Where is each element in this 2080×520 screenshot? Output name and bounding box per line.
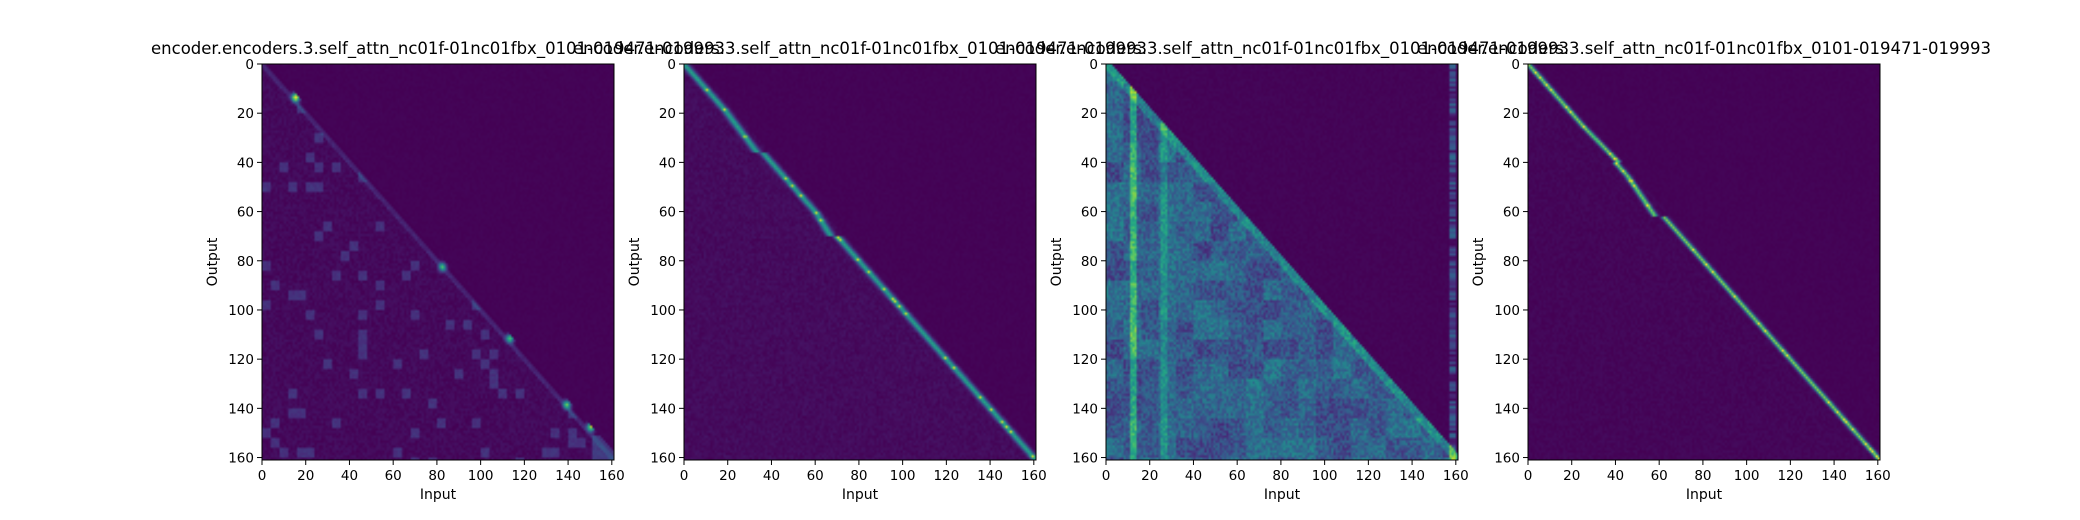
y-tick-label: 100 bbox=[228, 303, 254, 319]
y-tick-label: 80 bbox=[1503, 254, 1520, 270]
x-tick-label: 20 bbox=[297, 468, 314, 484]
panel-4: 0 20 40 60 80 100 120 140 1600204060801001201401… bbox=[1417, 39, 1991, 503]
x-tick-label: 20 bbox=[1141, 468, 1158, 484]
y-tick-label: 100 bbox=[1494, 303, 1520, 319]
y-tick-label: 40 bbox=[1081, 155, 1098, 171]
y-tick-label: 140 bbox=[228, 401, 254, 417]
y-tick-label: 0 bbox=[1511, 57, 1520, 73]
x-tick-label: 60 bbox=[1229, 468, 1246, 484]
y-tick-label: 60 bbox=[659, 205, 676, 221]
panel-1: 0 20 40 60 80 100 120 140 1600204060801001201401… bbox=[151, 39, 725, 503]
x-tick-label: 140 bbox=[555, 468, 581, 484]
x-tick-label: 40 bbox=[1185, 468, 1202, 484]
y-tick-label: 0 bbox=[667, 57, 676, 73]
y-axis-label: Output bbox=[205, 237, 221, 286]
y-tick-label: 140 bbox=[1072, 401, 1098, 417]
x-tick-label: 160 bbox=[1021, 468, 1047, 484]
x-tick-label: 40 bbox=[1607, 468, 1624, 484]
y-tick-label: 160 bbox=[228, 451, 254, 467]
y-tick-label: 80 bbox=[1081, 254, 1098, 270]
x-tick-label: 80 bbox=[428, 468, 445, 484]
x-tick-label: 20 bbox=[719, 468, 736, 484]
x-tick-label: 100 bbox=[890, 468, 916, 484]
y-tick-label: 100 bbox=[650, 303, 676, 319]
y-tick-label: 80 bbox=[659, 254, 676, 270]
y-tick-label: 60 bbox=[1503, 205, 1520, 221]
y-tick-label: 20 bbox=[1081, 106, 1098, 122]
y-tick-label: 20 bbox=[659, 106, 676, 122]
axes-frame bbox=[683, 63, 1037, 461]
x-tick-label: 40 bbox=[341, 468, 358, 484]
y-tick-label: 120 bbox=[1494, 352, 1520, 368]
panel-2: 0 20 40 60 80 100 120 140 1600204060801001201401… bbox=[573, 39, 1147, 503]
y-tick-label: 140 bbox=[650, 401, 676, 417]
axes-frame bbox=[1105, 63, 1459, 461]
y-tick-label: 160 bbox=[1072, 451, 1098, 467]
y-tick-label: 120 bbox=[650, 352, 676, 368]
y-tick-label: 120 bbox=[228, 352, 254, 368]
axes-frame bbox=[1527, 63, 1881, 461]
y-axis-label: Output bbox=[1471, 237, 1487, 286]
x-tick-label: 60 bbox=[385, 468, 402, 484]
x-tick-label: 100 bbox=[1734, 468, 1760, 484]
panel-title: encoder.encoders.3.self_attn_nc01f-01nc0… bbox=[151, 39, 725, 59]
x-tick-label: 80 bbox=[1694, 468, 1711, 484]
heatmap-image-4 bbox=[1528, 64, 1880, 460]
x-axis-label: Input bbox=[420, 487, 457, 503]
x-tick-label: 100 bbox=[468, 468, 494, 484]
y-axis-label: Output bbox=[1049, 237, 1065, 286]
x-tick-label: 60 bbox=[807, 468, 824, 484]
x-tick-label: 20 bbox=[1563, 468, 1580, 484]
y-tick-label: 160 bbox=[1494, 451, 1520, 467]
y-tick-label: 20 bbox=[237, 106, 254, 122]
y-tick-label: 40 bbox=[1503, 155, 1520, 171]
x-tick-label: 0 bbox=[258, 468, 267, 484]
x-tick-label: 140 bbox=[977, 468, 1003, 484]
y-tick-label: 60 bbox=[237, 205, 254, 221]
x-tick-label: 40 bbox=[763, 468, 780, 484]
y-tick-label: 60 bbox=[1081, 205, 1098, 221]
panel-title: encoder.encoders.3.self_attn_nc01f-01nc0… bbox=[1417, 39, 1991, 59]
y-tick-label: 20 bbox=[1503, 106, 1520, 122]
x-axis-label: Input bbox=[842, 487, 879, 503]
y-tick-label: 0 bbox=[245, 57, 254, 73]
y-tick-label: 160 bbox=[650, 451, 676, 467]
x-tick-label: 80 bbox=[850, 468, 867, 484]
x-tick-label: 160 bbox=[1865, 468, 1891, 484]
x-tick-label: 0 bbox=[1524, 468, 1533, 484]
x-tick-label: 120 bbox=[1355, 468, 1381, 484]
y-tick-label: 120 bbox=[1072, 352, 1098, 368]
heatmap-image-3 bbox=[1106, 64, 1458, 460]
y-tick-label: 140 bbox=[1494, 401, 1520, 417]
x-tick-label: 80 bbox=[1272, 468, 1289, 484]
x-tick-label: 160 bbox=[1443, 468, 1469, 484]
axes-frame bbox=[261, 63, 615, 461]
y-tick-label: 0 bbox=[1089, 57, 1098, 73]
x-tick-label: 100 bbox=[1312, 468, 1338, 484]
panel-3: 0 20 40 60 80 100 120 140 1600204060801001201401… bbox=[995, 39, 1569, 503]
x-axis-label: Input bbox=[1264, 487, 1301, 503]
x-tick-label: 120 bbox=[511, 468, 537, 484]
y-tick-label: 40 bbox=[659, 155, 676, 171]
x-tick-label: 160 bbox=[599, 468, 625, 484]
x-axis-label: Input bbox=[1686, 487, 1723, 503]
heatmap-image-2 bbox=[684, 64, 1036, 460]
x-tick-label: 120 bbox=[933, 468, 959, 484]
panel-title: encoder.encoders.3.self_attn_nc01f-01nc0… bbox=[573, 39, 1147, 59]
panel-title: encoder.encoders.3.self_attn_nc01f-01nc0… bbox=[995, 39, 1569, 59]
y-tick-label: 40 bbox=[237, 155, 254, 171]
x-tick-label: 0 bbox=[1102, 468, 1111, 484]
x-tick-label: 60 bbox=[1651, 468, 1668, 484]
y-tick-label: 100 bbox=[1072, 303, 1098, 319]
x-tick-label: 0 bbox=[680, 468, 689, 484]
x-tick-label: 140 bbox=[1821, 468, 1847, 484]
x-tick-label: 120 bbox=[1777, 468, 1803, 484]
y-tick-label: 80 bbox=[237, 254, 254, 270]
y-axis-label: Output bbox=[627, 237, 643, 286]
heatmap-image-1 bbox=[262, 64, 614, 460]
x-tick-label: 140 bbox=[1399, 468, 1425, 484]
